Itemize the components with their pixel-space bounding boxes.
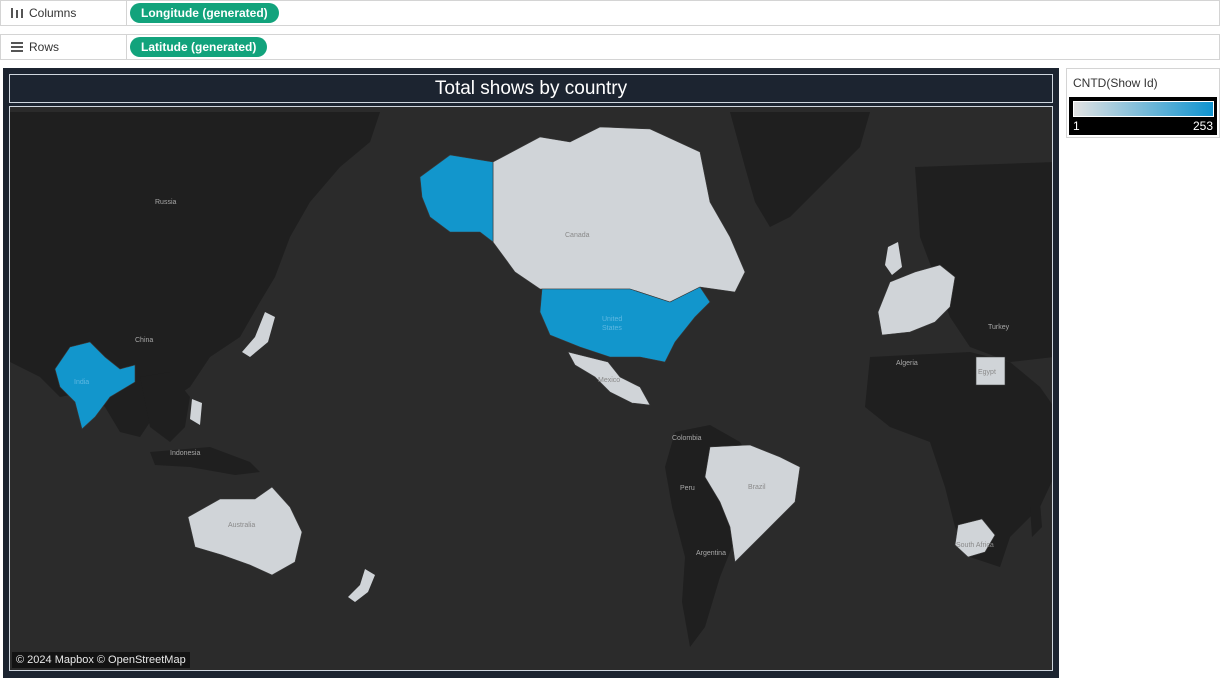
legend-max-value: 253 xyxy=(1192,119,1213,133)
legend-body: 1 253 xyxy=(1069,97,1217,135)
longitude-pill[interactable]: Longitude (generated) xyxy=(130,3,279,23)
label-united-states-2: States xyxy=(602,325,622,332)
rows-shelf: Rows Latitude (generated) xyxy=(0,34,1220,60)
rows-shelf-label-area: Rows xyxy=(1,35,127,59)
land-indonesia xyxy=(150,447,260,475)
columns-label: Columns xyxy=(29,6,77,20)
map-attribution[interactable]: © 2024 Mapbox © OpenStreetMap xyxy=(12,652,190,668)
country-australia[interactable] xyxy=(187,486,303,576)
country-mexico[interactable] xyxy=(567,351,651,406)
label-indonesia: Indonesia xyxy=(170,450,200,457)
label-peru: Peru xyxy=(680,485,695,492)
color-legend[interactable]: CNTD(Show Id) 1 253 xyxy=(1066,68,1220,138)
rows-icon xyxy=(11,42,23,52)
country-south-africa[interactable] xyxy=(954,518,996,558)
label-canada: Canada xyxy=(565,232,590,239)
map-canvas[interactable]: Russia China India Indonesia Australia C… xyxy=(9,106,1053,671)
land-philippines xyxy=(190,399,202,425)
map-visualization: Total shows by country xyxy=(3,68,1059,678)
legend-min-value: 1 xyxy=(1073,119,1080,133)
country-new-zealand[interactable] xyxy=(348,569,375,602)
viz-title: Total shows by country xyxy=(9,74,1053,103)
country-canada[interactable] xyxy=(492,126,746,303)
label-united-states-1: United xyxy=(602,316,622,323)
world-map[interactable]: Russia China India Indonesia Australia C… xyxy=(10,107,1053,671)
country-india[interactable] xyxy=(54,341,136,430)
columns-icon xyxy=(11,8,23,18)
land-madagascar xyxy=(1030,502,1042,537)
label-turkey: Turkey xyxy=(988,324,1010,331)
land-greenland xyxy=(730,112,870,227)
land-japan xyxy=(242,312,275,357)
country-united-states[interactable] xyxy=(539,286,711,363)
country-brazil[interactable] xyxy=(704,444,801,563)
label-australia: Australia xyxy=(228,522,255,529)
legend-color-ramp xyxy=(1073,101,1214,117)
label-brazil: Brazil xyxy=(748,484,766,491)
country-uk[interactable] xyxy=(885,242,902,275)
legend-title: CNTD(Show Id) xyxy=(1073,76,1158,90)
label-colombia: Colombia xyxy=(672,435,702,442)
country-alaska[interactable] xyxy=(419,154,494,243)
land-southeast-asia xyxy=(140,372,190,442)
label-egypt: Egypt xyxy=(978,369,996,376)
label-south-africa: South Africa xyxy=(956,542,994,549)
label-india: India xyxy=(74,379,89,386)
label-russia: Russia xyxy=(155,199,177,206)
label-china: China xyxy=(135,337,153,344)
label-algeria: Algeria xyxy=(896,360,918,367)
label-argentina: Argentina xyxy=(696,550,726,557)
country-western-europe[interactable] xyxy=(877,264,956,336)
land-europe-east xyxy=(915,162,1052,362)
columns-shelf-label-area: Columns xyxy=(1,1,127,25)
rows-label: Rows xyxy=(29,40,60,54)
latitude-pill[interactable]: Latitude (generated) xyxy=(130,37,268,57)
columns-shelf: Columns Longitude (generated) xyxy=(0,0,1220,26)
country-egypt[interactable] xyxy=(975,356,1006,386)
land-africa xyxy=(865,352,1052,567)
label-mexico: Mexico xyxy=(598,377,620,384)
